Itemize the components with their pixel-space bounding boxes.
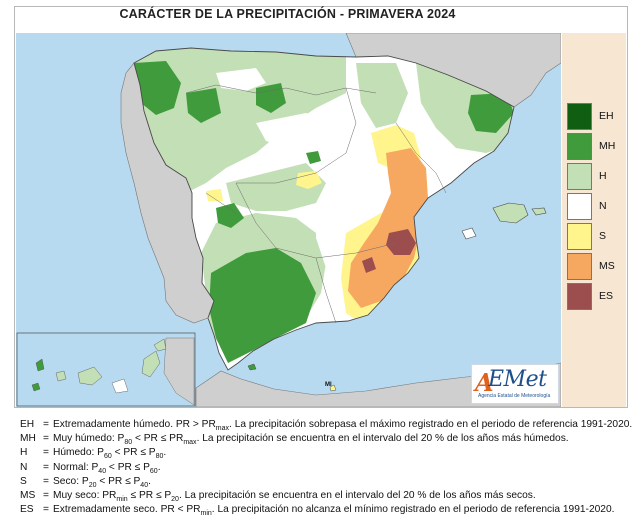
note-code: H [20,447,28,459]
note-separator: = [43,461,49,473]
legend-swatch [567,163,592,190]
legend-swatch [567,103,592,130]
note-es: ES = Extremadamente seco. PR < PRmin. La p… [20,503,632,517]
note-text: Normal: P40 < PR ≤ P60. [53,461,161,475]
note-code: S [20,475,27,487]
spain-outline [133,47,515,371]
legend-swatch [567,193,592,220]
definitions-notes: EH = Extremadamente húmedo. PR > PRmax. La… [20,418,632,517]
note-text: Muy húmedo: P80 < PR ≤ PRmax. La precipi… [53,433,569,447]
note-text: Muy seco: PRmin ≤ PR ≤ P20. La precipita… [53,489,536,503]
legend-code: ES [599,290,614,302]
aemet-logo: A EMet Agencia Estatal de Meteorología [471,364,559,404]
logo-mark: A [475,368,494,397]
legend-item-eh: EH [567,103,627,130]
note-separator: = [43,447,49,459]
note-code: MH [20,433,36,445]
note-separator: = [43,419,49,430]
legend-item-s: S [567,223,627,250]
canary-islands-inset [16,332,196,407]
melilla [329,384,337,392]
note-mh: MH = Muy húmedo: P80 < PR ≤ PRmax. La prec… [20,432,632,446]
ceuta [247,363,257,371]
note-separator: = [43,489,49,501]
legend-panel: EH MH H N S MS ES [562,33,626,407]
note-h: H = Húmedo: P60 < PR ≤ P80. [20,446,632,460]
note-text: Húmedo: P60 < PR ≤ P80. [53,447,167,461]
note-code: N [20,461,28,473]
legend-item-mh: MH [567,133,627,160]
legend-swatch [567,133,592,160]
legend-item-ms: MS [567,253,627,280]
melilla-label: MI [325,382,332,388]
legend-code: H [599,170,607,182]
precipitation-map [16,33,561,407]
note-separator: = [43,475,49,487]
note-code: ES [20,504,34,516]
logo-name: EMet [488,367,547,392]
note-text: Seco: P20 < PR ≤ P40. [53,475,151,489]
note-code: EH [20,419,35,430]
africa-land [195,362,561,407]
note-separator: = [43,504,49,516]
note-ms: MS = Muy seco: PRmin ≤ PR ≤ P20. La precip… [20,489,632,503]
legend-code: MH [599,140,616,152]
note-text: Extremadamente húmedo. PR > PRmax. La pr… [53,419,633,433]
legend-code: MS [599,260,615,272]
logo-subtitle: Agencia Estatal de Meteorología [478,393,551,399]
legend-item-n: N [567,193,627,220]
legend-code: S [599,230,607,242]
map-title: CARÁCTER DE LA PRECIPITACIÓN - PRIMAVERA… [119,7,456,21]
note-n: N = Normal: P40 < PR ≤ P60. [20,461,632,475]
note-text: Extremadamente seco. PR < PRmin. La prec… [53,504,615,518]
legend-swatch [567,283,592,310]
legend-code: N [599,200,607,212]
legend-code: EH [599,110,614,122]
region-borders [185,84,447,324]
balearic-islands [461,202,547,240]
note-code: MS [20,489,36,501]
legend-swatch [567,253,592,280]
note-separator: = [43,433,49,445]
note-eh: EH = Extremadamente húmedo. PR > PRmax. La… [20,418,632,432]
legend-item-es: ES [567,283,627,310]
note-s: S = Seco: P20 < PR ≤ P40. [20,475,632,489]
legend-swatch [567,223,592,250]
legend-item-h: H [567,163,627,190]
